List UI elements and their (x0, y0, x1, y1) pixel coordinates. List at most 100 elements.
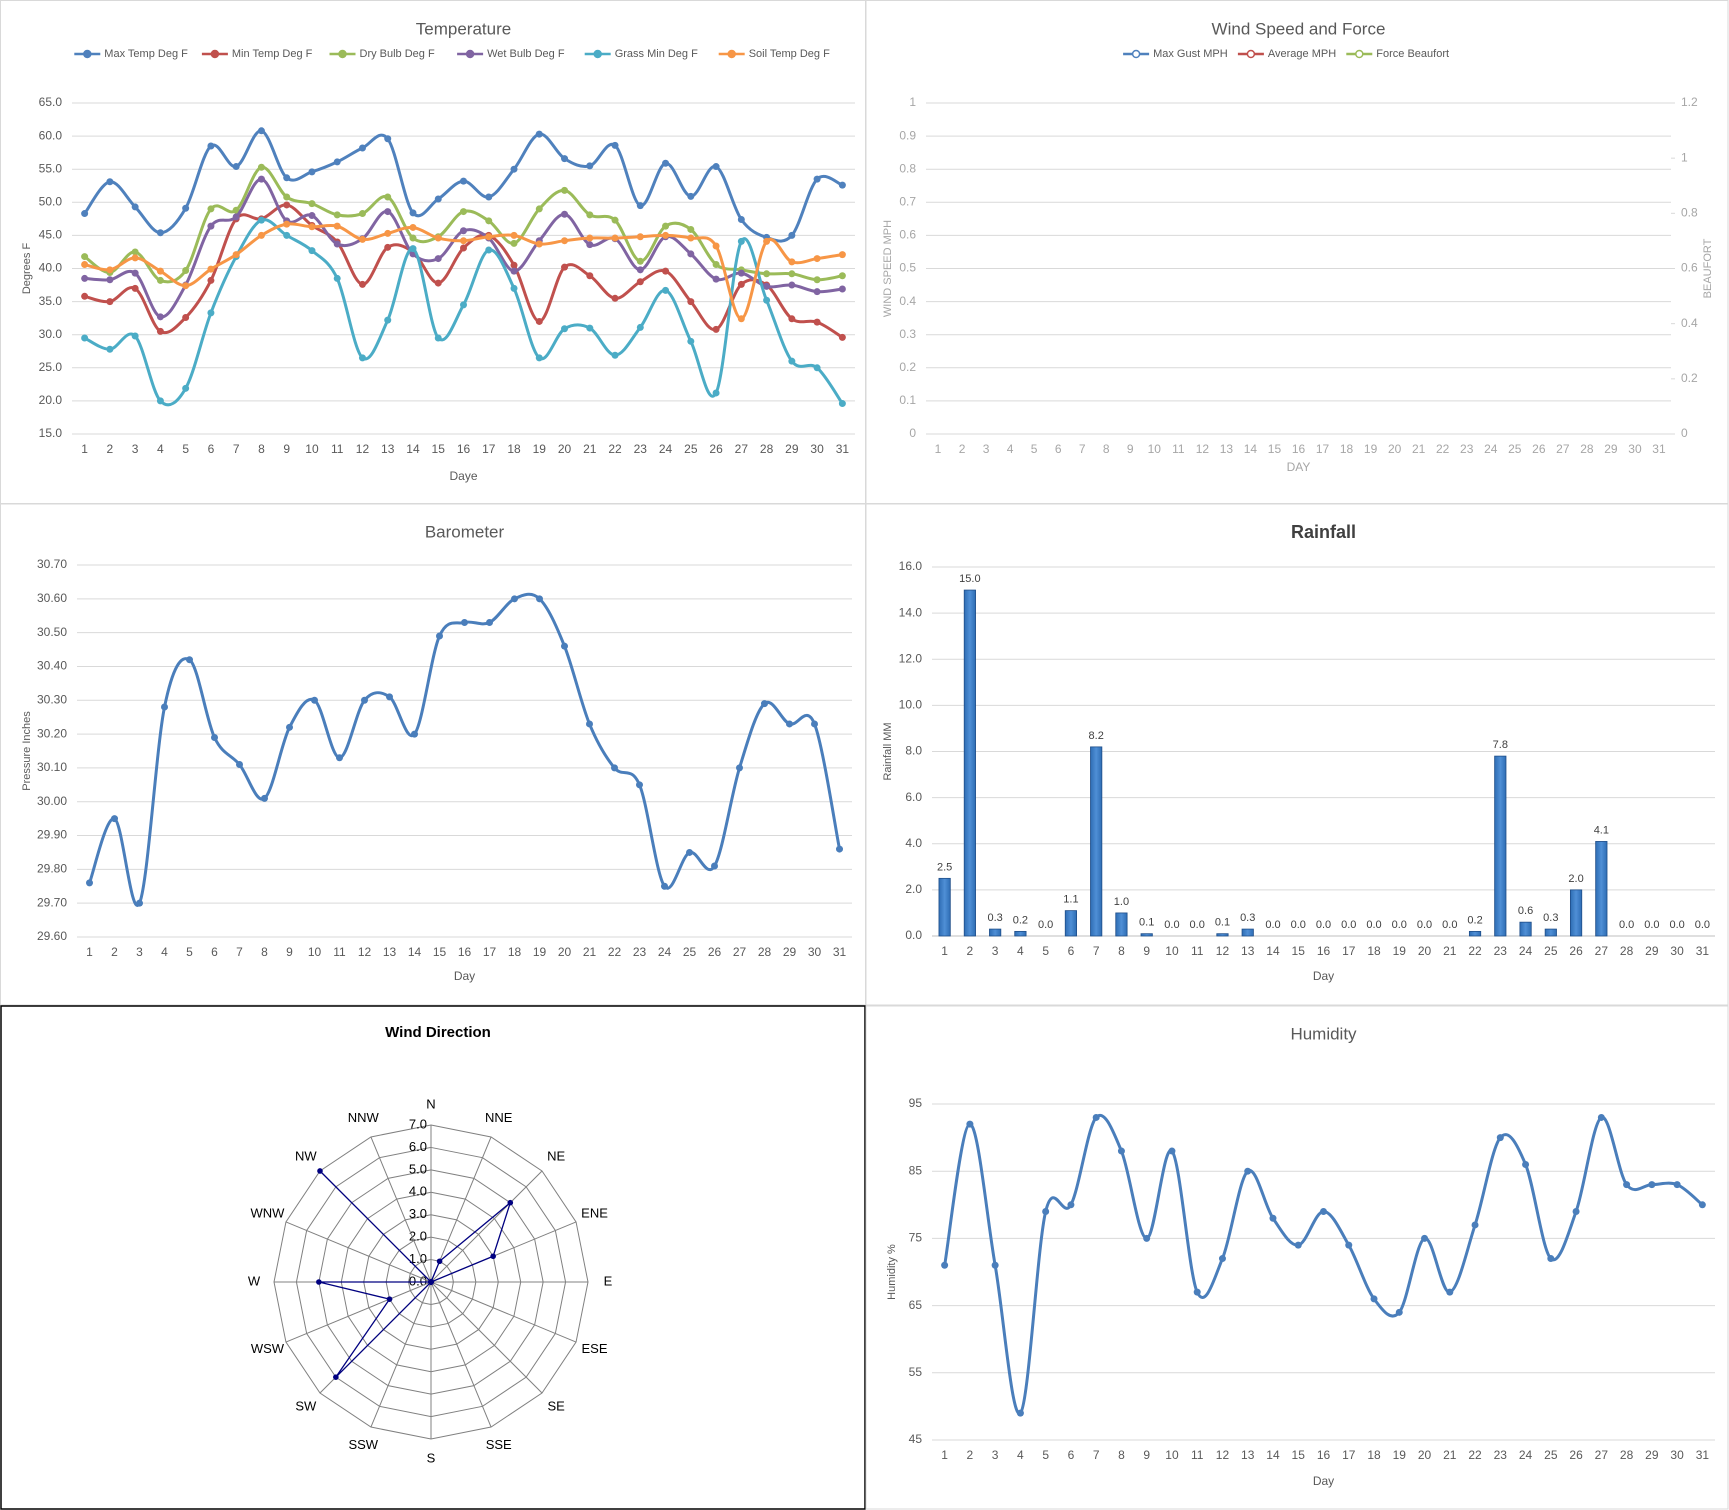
marker (81, 274, 89, 282)
x-tick-label: 8 (258, 442, 265, 456)
y-tick-label: 15.0 (39, 426, 63, 440)
marker (409, 245, 417, 253)
marker (966, 1120, 974, 1128)
y-tick-label: 40.0 (39, 261, 63, 275)
x-tick-label: 11 (1172, 442, 1185, 456)
marker (712, 242, 720, 250)
x-tick-label: 2 (959, 442, 966, 456)
x-axis-title: Day (454, 969, 475, 983)
x-tick-label: 10 (1165, 1448, 1179, 1462)
x-tick-label: 14 (406, 442, 420, 456)
y-tick-label: 0.6 (899, 228, 916, 242)
marker (535, 240, 543, 248)
bar (1468, 930, 1482, 937)
marker (636, 233, 644, 241)
marker (813, 318, 821, 326)
legend-label: Min Temp Deg F (232, 48, 313, 60)
marker (186, 656, 193, 664)
category-label: NNE (485, 1110, 513, 1125)
x-tick-label: 30 (810, 442, 824, 456)
x-tick-label: 18 (1367, 944, 1381, 958)
marker (662, 222, 670, 230)
x-tick-label: 20 (558, 442, 572, 456)
marker (763, 282, 771, 290)
data-label: 0.3 (987, 912, 1002, 924)
chart-title: Humidity (1290, 1024, 1357, 1043)
marker (1421, 1234, 1429, 1242)
x-tick-label: 5 (1042, 944, 1049, 958)
y-axis-title: Pressure Inches (21, 711, 33, 791)
marker (261, 794, 268, 802)
marker (1244, 1167, 1252, 1175)
marker (662, 267, 670, 275)
x-tick-label: 16 (1317, 944, 1331, 958)
y2-tick-label: 0.2 (1681, 371, 1698, 385)
x-tick-label: 1 (86, 945, 93, 959)
radar-spoke (285, 1221, 432, 1283)
marker (561, 325, 569, 333)
x-axis-title: DAY (1287, 460, 1311, 474)
marker (838, 285, 846, 293)
marker (384, 135, 392, 143)
legend-label: Force Beaufort (1376, 48, 1449, 60)
x-tick-label: 6 (1068, 944, 1075, 958)
x-tick-label: 11 (1191, 1448, 1204, 1462)
x-tick-label: 21 (1443, 1448, 1457, 1462)
marker (763, 270, 771, 278)
marker (788, 258, 796, 266)
x-tick-label: 12 (1216, 1448, 1230, 1462)
marker (813, 276, 821, 284)
x-tick-label: 1 (81, 442, 88, 456)
marker (106, 178, 114, 186)
x-tick-label: 29 (783, 945, 797, 959)
r-tick-label: 0.0 (409, 1273, 427, 1288)
x-tick-label: 6 (1068, 1448, 1075, 1462)
x-tick-label: 2 (967, 944, 974, 958)
marker (687, 337, 695, 345)
marker (460, 227, 467, 235)
marker (311, 696, 318, 704)
marker (611, 141, 619, 149)
marker (131, 269, 139, 277)
data-label: 0.0 (1417, 919, 1432, 931)
x-tick-label: 17 (482, 442, 496, 456)
x-tick-label: 14 (408, 945, 422, 959)
marker (308, 200, 316, 208)
x-tick-label: 4 (1017, 944, 1024, 958)
data-label: 8.2 (1089, 730, 1104, 742)
x-tick-label: 27 (735, 442, 749, 456)
x-tick-label: 25 (684, 442, 698, 456)
legend-marker (727, 49, 736, 59)
marker (1471, 1221, 1479, 1229)
marker (611, 351, 619, 359)
marker (411, 730, 418, 738)
bar (1140, 933, 1153, 937)
bar (1569, 889, 1583, 937)
marker (283, 231, 291, 239)
marker (813, 255, 821, 263)
y-tick-label: 2.0 (905, 882, 922, 896)
marker (131, 332, 139, 340)
x-tick-label: 22 (1436, 442, 1450, 456)
marker (409, 223, 417, 231)
x-tick-label: 11 (333, 945, 346, 959)
y-tick-label: 1 (909, 95, 916, 109)
legend-label: Grass Min Deg F (615, 48, 698, 60)
marker (232, 163, 240, 171)
marker (1067, 1201, 1075, 1209)
x-tick-label: 23 (1494, 944, 1508, 958)
y2-tick-label: 0.4 (1681, 316, 1698, 330)
marker (561, 186, 569, 194)
x-tick-label: 8 (1103, 442, 1110, 456)
marker (788, 315, 796, 323)
marker (711, 862, 718, 870)
data-label: 1.1 (1063, 894, 1078, 906)
data-label: 0.0 (1038, 919, 1053, 931)
y2-axis-title: BEAUFORT (1702, 238, 1714, 298)
marker (1143, 1234, 1151, 1242)
marker (1698, 1201, 1706, 1209)
marker (1496, 1134, 1504, 1142)
x-tick-label: 9 (1127, 442, 1134, 456)
y-tick-label: 55.0 (39, 161, 63, 175)
x-tick-label: 5 (186, 945, 193, 959)
